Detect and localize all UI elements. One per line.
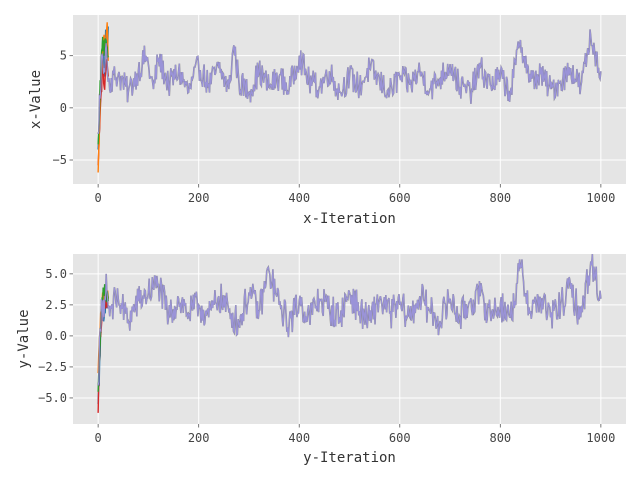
- series-group: [97, 22, 602, 173]
- x-tick-label: 0: [95, 431, 102, 445]
- x-tick-label: 200: [188, 431, 210, 445]
- x-ticks: 0 200 400 600 800 1000: [95, 184, 615, 205]
- y-tick-label: 0.0: [45, 329, 67, 343]
- x-tick-label: 0: [95, 191, 102, 205]
- plot-area: [73, 254, 626, 424]
- subplot-x: 0 200 400 600 800 1000 −5 0 5 x-Iteration x-Val…: [28, 15, 626, 227]
- series-group: [97, 254, 602, 413]
- plot-area: [73, 15, 626, 184]
- x-tick-label: 600: [389, 191, 411, 205]
- y-tick-label: −5: [53, 153, 67, 167]
- x-tick-label: 600: [389, 431, 411, 445]
- y-tick-label: −5.0: [38, 391, 67, 405]
- y-tick-label: 0: [60, 101, 67, 115]
- y-axis-label: y-Value: [16, 309, 32, 368]
- x-ticks: 0 200 400 600 800 1000: [95, 424, 615, 445]
- x-tick-label: 800: [489, 431, 511, 445]
- x-axis-label: y-Iteration: [303, 450, 396, 466]
- x-axis-label: x-Iteration: [303, 211, 396, 227]
- y-tick-label: −2.5: [38, 360, 67, 374]
- subplot-y: 0 200 400 600 800 1000 −5.0 −2.5 0.0 2.5 5.0 y-It…: [16, 254, 626, 466]
- y-tick-label: 2.5: [45, 298, 67, 312]
- x-tick-label: 400: [288, 191, 310, 205]
- y-tick-label: 5.0: [45, 267, 67, 281]
- x-tick-label: 1000: [586, 191, 615, 205]
- y-tick-label: 5: [60, 49, 67, 63]
- series-line: [97, 254, 602, 386]
- x-tick-label: 800: [489, 191, 511, 205]
- y-ticks: −5 0 5: [53, 49, 73, 167]
- y-ticks: −5.0 −2.5 0.0 2.5 5.0: [38, 267, 73, 405]
- y-axis-label: x-Value: [28, 70, 44, 129]
- grid: [73, 15, 626, 184]
- series-line: [97, 29, 602, 135]
- x-tick-label: 400: [288, 431, 310, 445]
- x-tick-label: 1000: [586, 431, 615, 445]
- x-tick-label: 200: [188, 191, 210, 205]
